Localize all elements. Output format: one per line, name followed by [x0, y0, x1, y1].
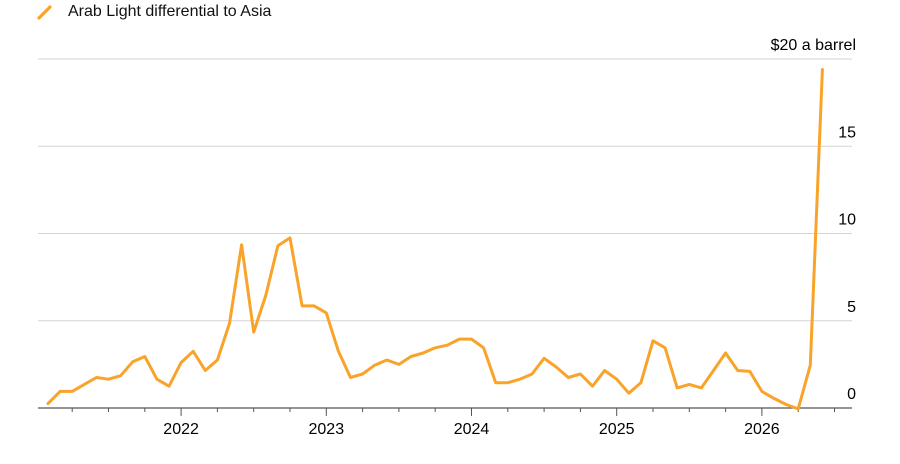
legend-label: Arab Light differential to Asia: [68, 3, 272, 20]
x-tick-label: 2026: [744, 421, 780, 438]
x-axis: [38, 407, 852, 416]
series: [46, 68, 824, 411]
x-axis-ticks: 2022 2023 2024 2025 2026: [163, 421, 779, 438]
y-tick-label: 10: [838, 212, 856, 229]
series-line: [46, 68, 824, 411]
gridlines: [38, 58, 852, 322]
x-tick-label: 2023: [309, 421, 345, 438]
legend-swatch: [37, 5, 52, 20]
x-tick-label: 2025: [599, 421, 635, 438]
y-tick-label: 15: [838, 124, 856, 141]
x-tick-label: 2024: [454, 421, 490, 438]
y-tick-label: 5: [847, 299, 856, 316]
y-axis: 0 5 10 15 $20 a barrel: [771, 37, 856, 403]
legend: Arab Light differential to Asia: [36, 1, 271, 23]
y-tick-label: $20 a barrel: [771, 37, 856, 54]
y-tick-label: 0: [847, 386, 856, 403]
x-tick-label: 2022: [163, 421, 199, 438]
